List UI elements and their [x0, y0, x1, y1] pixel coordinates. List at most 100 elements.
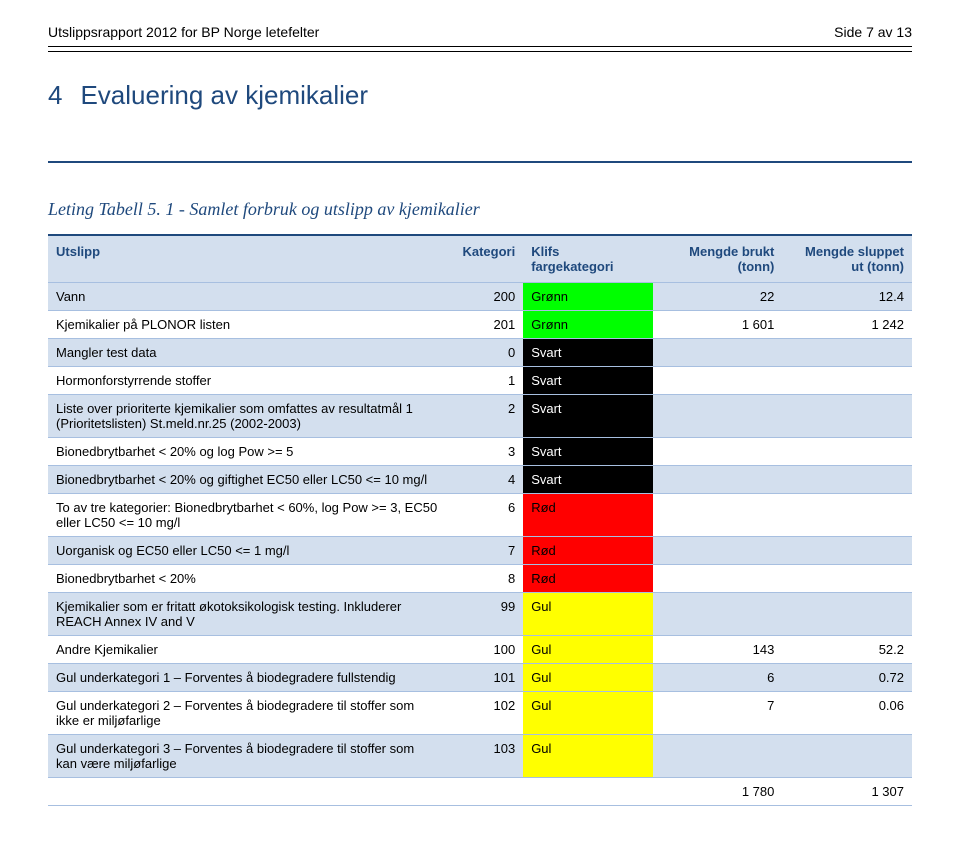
row-brukt: 7 — [653, 692, 783, 735]
row-kategori: 101 — [445, 664, 523, 692]
row-label: Hormonforstyrrende stoffer — [48, 367, 445, 395]
row-kategori: 2 — [445, 395, 523, 438]
row-kategori: 3 — [445, 438, 523, 466]
row-sluppet: 0.06 — [782, 692, 912, 735]
row-label: Gul underkategori 1 – Forventes å biodeg… — [48, 664, 445, 692]
page-number: Side 7 av 13 — [834, 24, 912, 40]
row-brukt: 1 601 — [653, 311, 783, 339]
row-brukt — [653, 367, 783, 395]
row-label: Bionedbrytbarhet < 20% — [48, 565, 445, 593]
row-brukt: 6 — [653, 664, 783, 692]
row-color: Gul — [523, 692, 653, 735]
row-sluppet — [782, 438, 912, 466]
row-color: Grønn — [523, 311, 653, 339]
row-label: To av tre kategorier: Bionedbrytbarhet <… — [48, 494, 445, 537]
row-label: Uorganisk og EC50 eller LC50 <= 1 mg/l — [48, 537, 445, 565]
page-header: Utslippsrapport 2012 for BP Norge letefe… — [48, 24, 912, 47]
table-row: To av tre kategorier: Bionedbrytbarhet <… — [48, 494, 912, 537]
row-color: Gul — [523, 735, 653, 778]
row-kategori: 7 — [445, 537, 523, 565]
row-kategori: 200 — [445, 283, 523, 311]
table-row: Andre Kjemikalier100Gul14352.2 — [48, 636, 912, 664]
section-heading: 4 Evaluering av kjemikalier — [48, 80, 912, 163]
table-row: Kjemikalier på PLONOR listen201Grønn1 60… — [48, 311, 912, 339]
table-row: Hormonforstyrrende stoffer1Svart — [48, 367, 912, 395]
table-row: Bionedbrytbarhet < 20%8Rød — [48, 565, 912, 593]
row-brukt — [653, 735, 783, 778]
row-color: Svart — [523, 367, 653, 395]
row-sluppet — [782, 367, 912, 395]
row-kategori: 99 — [445, 593, 523, 636]
row-label: Mangler test data — [48, 339, 445, 367]
row-label: Bionedbrytbarhet < 20% og giftighet EC50… — [48, 466, 445, 494]
table-row: Bionedbrytbarhet < 20% og log Pow >= 53S… — [48, 438, 912, 466]
row-brukt — [653, 466, 783, 494]
table-row: Gul underkategori 2 – Forventes å biodeg… — [48, 692, 912, 735]
col-fargekategori: Klifs fargekategori — [523, 235, 653, 283]
row-color: Svart — [523, 339, 653, 367]
row-brukt — [653, 537, 783, 565]
row-label: Gul underkategori 3 – Forventes å biodeg… — [48, 735, 445, 778]
row-color: Svart — [523, 466, 653, 494]
row-sluppet: 0.72 — [782, 664, 912, 692]
row-color: Svart — [523, 438, 653, 466]
total-sluppet: 1 307 — [782, 778, 912, 806]
row-color: Gul — [523, 593, 653, 636]
row-label: Andre Kjemikalier — [48, 636, 445, 664]
row-kategori: 103 — [445, 735, 523, 778]
col-sluppet: Mengde sluppet ut (tonn) — [782, 235, 912, 283]
totals-row: 1 780 1 307 — [48, 778, 912, 806]
row-kategori: 1 — [445, 367, 523, 395]
row-brukt: 22 — [653, 283, 783, 311]
table-row: Vann200Grønn2212.4 — [48, 283, 912, 311]
chemicals-table: Utslipp Kategori Klifs fargekategori Men… — [48, 234, 912, 806]
table-row: Mangler test data0Svart — [48, 339, 912, 367]
row-label: Gul underkategori 2 – Forventes å biodeg… — [48, 692, 445, 735]
section-number: 4 — [48, 80, 62, 111]
col-brukt: Mengde brukt (tonn) — [653, 235, 783, 283]
row-color: Rød — [523, 537, 653, 565]
row-kategori: 4 — [445, 466, 523, 494]
row-label: Vann — [48, 283, 445, 311]
total-brukt: 1 780 — [653, 778, 783, 806]
row-sluppet — [782, 735, 912, 778]
row-brukt — [653, 438, 783, 466]
row-sluppet — [782, 494, 912, 537]
section-title: Evaluering av kjemikalier — [80, 80, 368, 111]
table-row: Gul underkategori 1 – Forventes å biodeg… — [48, 664, 912, 692]
row-sluppet: 12.4 — [782, 283, 912, 311]
row-color: Rød — [523, 494, 653, 537]
row-brukt — [653, 395, 783, 438]
row-color: Gul — [523, 636, 653, 664]
row-brukt — [653, 494, 783, 537]
row-sluppet — [782, 466, 912, 494]
row-brukt — [653, 565, 783, 593]
table-row: Uorganisk og EC50 eller LC50 <= 1 mg/l7R… — [48, 537, 912, 565]
row-color: Rød — [523, 565, 653, 593]
row-kategori: 201 — [445, 311, 523, 339]
table-caption: Leting Tabell 5. 1 - Samlet forbruk og u… — [48, 199, 912, 220]
table-row: Liste over prioriterte kjemikalier som o… — [48, 395, 912, 438]
row-color: Grønn — [523, 283, 653, 311]
row-sluppet — [782, 339, 912, 367]
row-kategori: 6 — [445, 494, 523, 537]
row-label: Kjemikalier på PLONOR listen — [48, 311, 445, 339]
row-brukt — [653, 339, 783, 367]
row-sluppet — [782, 537, 912, 565]
row-kategori: 100 — [445, 636, 523, 664]
row-sluppet — [782, 593, 912, 636]
row-color: Svart — [523, 395, 653, 438]
table-row: Gul underkategori 3 – Forventes å biodeg… — [48, 735, 912, 778]
row-sluppet — [782, 395, 912, 438]
row-sluppet — [782, 565, 912, 593]
row-sluppet: 1 242 — [782, 311, 912, 339]
row-kategori: 102 — [445, 692, 523, 735]
row-label: Kjemikalier som er fritatt økotoksikolog… — [48, 593, 445, 636]
row-label: Bionedbrytbarhet < 20% og log Pow >= 5 — [48, 438, 445, 466]
row-brukt: 143 — [653, 636, 783, 664]
row-sluppet: 52.2 — [782, 636, 912, 664]
table-row: Bionedbrytbarhet < 20% og giftighet EC50… — [48, 466, 912, 494]
table-row: Kjemikalier som er fritatt økotoksikolog… — [48, 593, 912, 636]
row-kategori: 8 — [445, 565, 523, 593]
col-kategori: Kategori — [445, 235, 523, 283]
